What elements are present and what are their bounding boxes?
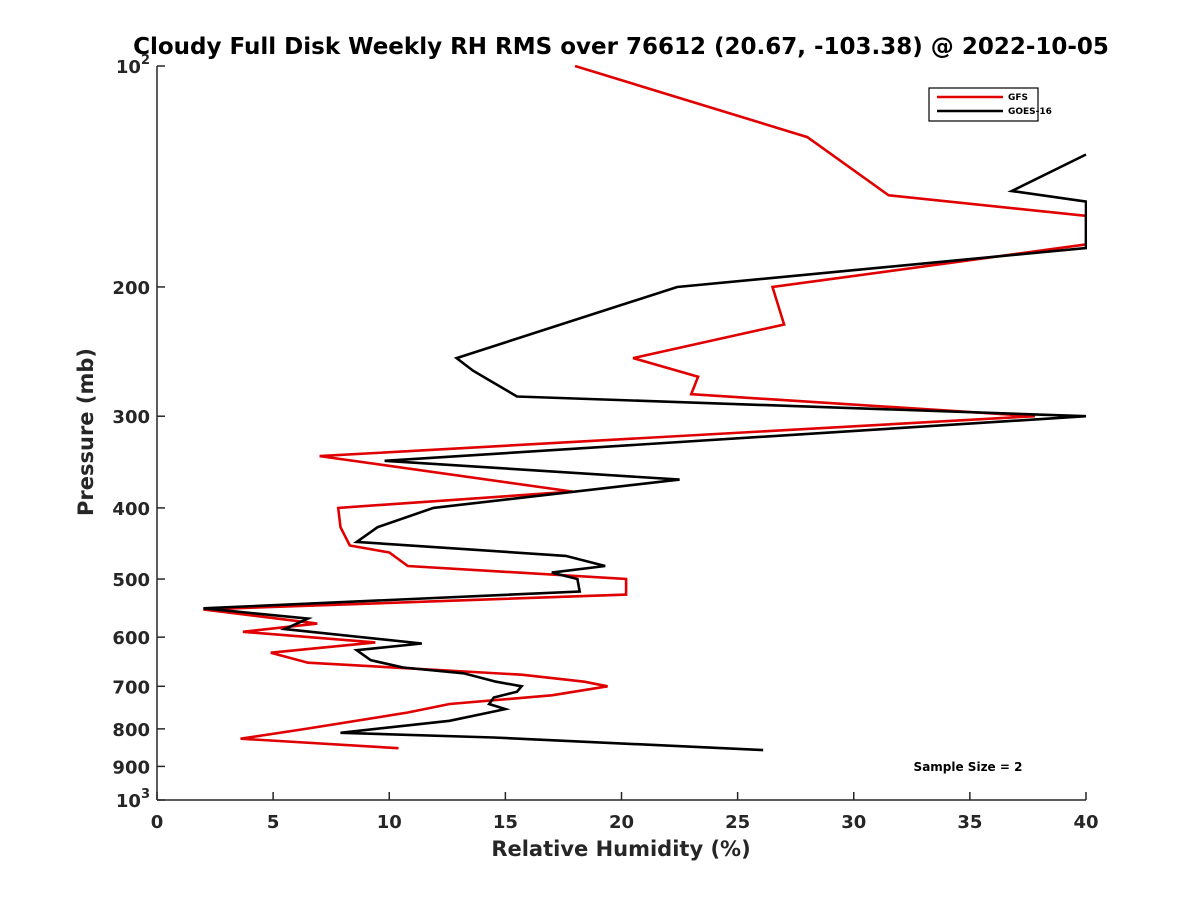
x-tick-label: 20 [609, 812, 634, 833]
y-tick-label: 700 [112, 677, 150, 698]
y-tick-label: 300 [112, 407, 150, 428]
series-line-gfs [203, 65, 1087, 750]
legend-label: GFS [1008, 93, 1028, 103]
x-tick-label: 35 [957, 812, 982, 833]
y-tick-label: 800 [112, 720, 150, 741]
x-tick-label: 15 [493, 812, 518, 833]
y-tick-label: 500 [112, 570, 150, 591]
plot-series [203, 65, 1087, 752]
x-ticks: 0 5 10 15 20 25 30 35 40 [151, 792, 1099, 833]
legend-label: GOES-16 [1008, 107, 1052, 117]
x-tick-label: 25 [725, 812, 750, 833]
x-tick-label: 0 [151, 812, 164, 833]
x-tick-label: 10 [377, 812, 402, 833]
y-tick-label: 103 [116, 787, 150, 812]
x-tick-label: 40 [1073, 812, 1098, 833]
sample-size-annotation: Sample Size = 2 [914, 760, 1023, 774]
y-tick-label: 102 [116, 53, 150, 78]
y-tick-label: 200 [112, 278, 150, 299]
x-axis-label: Relative Humidity (%) [491, 837, 750, 861]
legend: GFS GOES-16 [928, 87, 1052, 122]
y-tick-label: 600 [112, 628, 150, 649]
y-tick-label: 900 [112, 757, 150, 778]
x-tick-label: 5 [267, 812, 280, 833]
y-tick-label: 400 [112, 499, 150, 520]
series-line-goes-16 [203, 153, 1087, 752]
y-axis-label: Pressure (mb) [74, 348, 98, 516]
y-ticks: 102 200 300 400 500 600 700 800 900 103 [112, 53, 165, 812]
chart-title: Cloudy Full Disk Weekly RH RMS over 7661… [133, 34, 1109, 60]
x-tick-label: 30 [841, 812, 866, 833]
legend-box [928, 87, 1039, 122]
